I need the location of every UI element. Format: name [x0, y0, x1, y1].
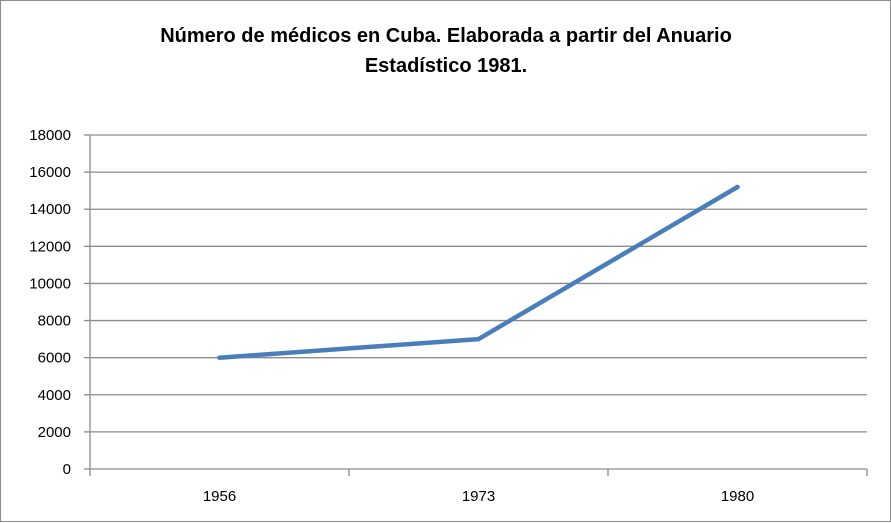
data-point	[476, 336, 481, 342]
y-tick-label: 8000	[38, 313, 71, 330]
chart-title: Número de médicos en Cuba. Elaborada a p…	[160, 25, 732, 77]
y-tick-label: 6000	[38, 350, 71, 367]
y-tick-label: 12000	[29, 238, 71, 255]
data-point	[735, 184, 740, 190]
series-line	[217, 184, 740, 360]
x-tick-label: 1980	[721, 488, 754, 505]
x-tick-label: 1956	[203, 488, 236, 505]
data-point	[217, 355, 222, 360]
y-tick-label: 0	[63, 461, 71, 478]
y-tick-label: 18000	[29, 127, 71, 144]
y-tick-label: 16000	[29, 164, 71, 181]
y-tick-label: 10000	[29, 275, 71, 292]
y-tick-label: 2000	[38, 424, 71, 441]
x-tick-label: 1973	[462, 488, 495, 505]
y-tick-label: 4000	[38, 387, 71, 404]
y-tick-label: 14000	[29, 201, 71, 218]
